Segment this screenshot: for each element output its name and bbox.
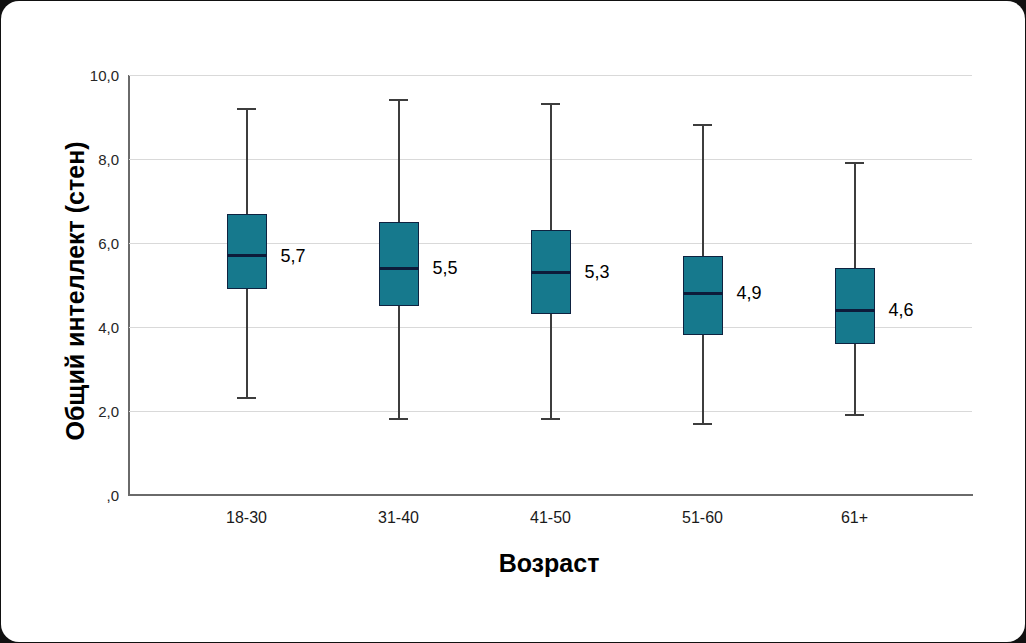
x-axis-title: Возраст (499, 549, 600, 578)
whisker-cap-top (541, 103, 560, 105)
x-tick-label-61+: 61+ (841, 509, 868, 527)
chart-card: 5,7 5,5 5,3 4,9 4,6 Общий интеллект (стен) В… (1, 1, 1025, 642)
median-line (227, 254, 267, 257)
median-value-label: 5,7 (281, 245, 306, 266)
y-tick-label: 6,0 (1, 235, 119, 252)
median-value-label: 4,6 (889, 300, 914, 321)
x-tick-label-31-40: 31-40 (378, 509, 419, 527)
y-tick-label: 4,0 (1, 319, 119, 336)
median-line (683, 292, 723, 295)
gridline-10,0 (129, 75, 972, 76)
box-body (835, 268, 875, 344)
y-tick-label: 2,0 (1, 403, 119, 420)
y-axis-title: Общий интеллект (стен) (61, 141, 90, 440)
x-tick-label-41-50: 41-50 (530, 509, 571, 527)
whisker-cap-top (845, 162, 864, 164)
y-tick-label: ,0 (1, 487, 119, 504)
whisker-cap-top (237, 108, 256, 110)
median-value-label: 5,3 (585, 262, 610, 283)
box-body (683, 256, 723, 336)
whisker-cap-bottom (693, 423, 712, 425)
whisker-cap-top (389, 99, 408, 101)
x-tick-label-51-60: 51-60 (682, 509, 723, 527)
median-value-label: 4,9 (737, 283, 762, 304)
median-value-label: 5,5 (433, 258, 458, 279)
box-body (379, 222, 419, 306)
y-tick-label: 10,0 (1, 67, 119, 84)
whisker-cap-top (693, 124, 712, 126)
x-tick-label-18-30: 18-30 (226, 509, 267, 527)
y-tick-label: 8,0 (1, 151, 119, 168)
median-line (531, 271, 571, 274)
whisker-cap-bottom (389, 418, 408, 420)
whisker-cap-bottom (541, 418, 560, 420)
box-body (227, 214, 267, 290)
median-line (835, 309, 875, 312)
whisker-cap-bottom (845, 414, 864, 416)
median-line (379, 267, 419, 270)
plot-area: 5,7 5,5 5,3 4,9 4,6 (129, 75, 972, 495)
whisker-cap-bottom (237, 397, 256, 399)
